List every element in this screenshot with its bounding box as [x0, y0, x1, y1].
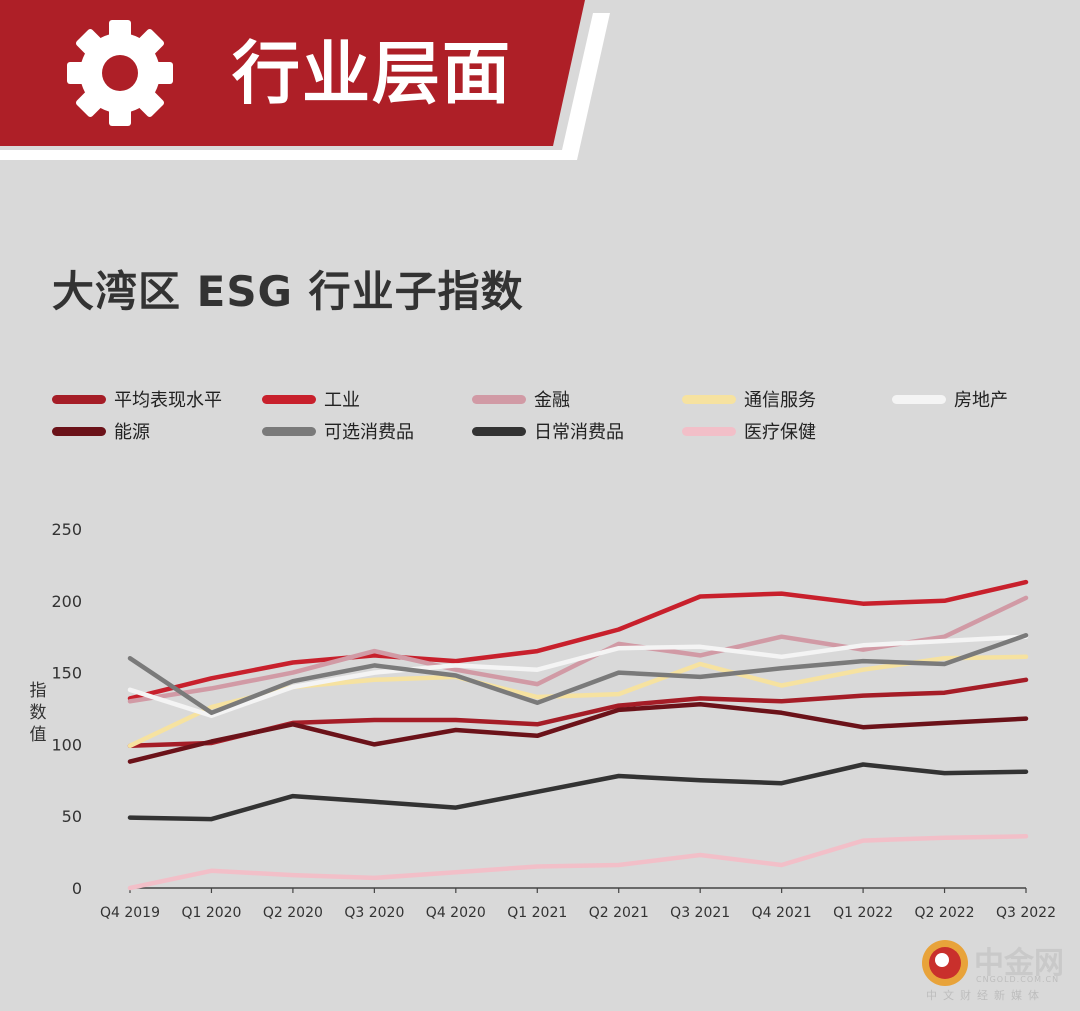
- legend-item: 能源: [52, 420, 262, 443]
- y-axis-label: 指数值: [29, 681, 47, 745]
- legend-label: 房地产: [954, 390, 1008, 411]
- legend-item: 日常消费品: [472, 420, 682, 443]
- watermark-site: CNGOLD.COM.CN: [976, 975, 1060, 984]
- chart-legend: 平均表现水平 工业 金融 通信服务 房地产能源 可选消费品 日常消费品 医疗保健: [52, 388, 1052, 443]
- x-tick-label: Q1 2021: [507, 905, 567, 921]
- series-line: [127, 834, 1029, 891]
- watermark-tagline: 中文财经新媒体: [926, 989, 1045, 1002]
- legend-item: 金融: [472, 388, 682, 411]
- legend-label: 可选消费品: [324, 422, 414, 443]
- series-line: [127, 579, 1029, 701]
- legend-item: 平均表现水平: [52, 388, 262, 411]
- legend-label: 金融: [534, 390, 570, 411]
- page-title: 行业层面: [232, 35, 513, 114]
- series-line: [127, 762, 1029, 822]
- x-tick-label: Q4 2019: [100, 905, 160, 921]
- legend-swatch: [472, 426, 526, 436]
- series-line: [127, 633, 1029, 716]
- y-tick-label: 50: [62, 807, 82, 826]
- x-tick-label: Q1 2020: [181, 905, 241, 921]
- watermark-name: 中金网: [974, 946, 1064, 981]
- x-tick-label: Q2 2022: [915, 905, 975, 921]
- legend-swatch: [682, 394, 736, 404]
- y-tick-label: 100: [51, 735, 82, 754]
- x-tick-label: Q3 2020: [344, 905, 404, 921]
- legend-item: 工业: [262, 388, 472, 411]
- series-line: [127, 701, 1029, 764]
- legend-label: 日常消费品: [534, 422, 624, 443]
- x-tick-label: Q4 2021: [752, 905, 812, 921]
- legend-swatch: [892, 394, 946, 404]
- y-tick-label: 0: [72, 879, 82, 898]
- line-chart: 0 50 100 150 200 250 Q4 2019 Q1 2020 Q2 2020 Q3 2…: [51, 520, 1056, 921]
- x-tick-label: Q1 2022: [833, 905, 893, 921]
- x-tick-label: Q4 2020: [426, 905, 486, 921]
- legend-swatch: [682, 426, 736, 436]
- x-tick-label: Q3 2022: [996, 905, 1056, 921]
- gear-icon: [67, 20, 173, 126]
- legend-item: 通信服务: [682, 388, 892, 411]
- x-tick-label: Q2 2020: [263, 905, 323, 921]
- legend-label: 医疗保健: [744, 422, 816, 443]
- legend-swatch: [52, 394, 106, 404]
- legend-item: 房地产: [892, 388, 1080, 411]
- legend-swatch: [472, 394, 526, 404]
- legend-swatch: [262, 426, 316, 436]
- x-tick-label: Q3 2021: [670, 905, 730, 921]
- series-line: [127, 595, 1029, 704]
- y-tick-label: 250: [51, 520, 82, 539]
- y-tick-label: 150: [51, 664, 82, 683]
- legend-item: 医疗保健: [682, 420, 892, 443]
- legend-label: 平均表现水平: [114, 390, 222, 411]
- y-tick-label: 200: [51, 592, 82, 611]
- watermark-emblem-icon: [922, 940, 968, 986]
- legend-label: 工业: [324, 390, 360, 411]
- x-tick-label: Q2 2021: [589, 905, 649, 921]
- legend-swatch: [262, 394, 316, 404]
- legend-label: 通信服务: [744, 390, 816, 411]
- chart-title: 大湾区 ESG 行业子指数: [52, 267, 524, 316]
- legend-label: 能源: [114, 422, 150, 443]
- watermark-logo: 中金网 CNGOLD.COM.CN 中文财经新媒体: [920, 938, 1070, 1004]
- series-line: [127, 634, 1029, 718]
- header-banner: [0, 0, 610, 160]
- legend-item: 可选消费品: [262, 420, 472, 443]
- legend-swatch: [52, 426, 106, 436]
